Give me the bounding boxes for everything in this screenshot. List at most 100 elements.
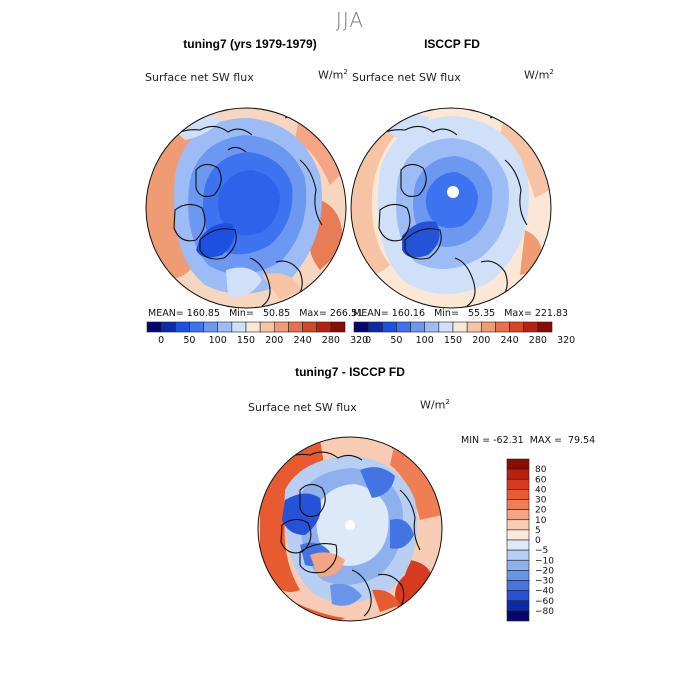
colorbar-model-swatch (330, 321, 346, 333)
colorbar-diff-swatch (506, 519, 530, 531)
colorbar-obs-swatch (353, 321, 369, 333)
map-field-model (146, 108, 346, 308)
colorbar-model-swatch (203, 321, 219, 333)
panel-title-obs: ISCCP FD (424, 37, 480, 51)
colorbar-obs-swatch (438, 321, 454, 333)
variable-label-model: Surface net SW flux (145, 71, 254, 84)
colorbar-diff-swatch (506, 570, 530, 581)
colorbar-model-tick-label: 50 (183, 335, 195, 346)
panel-title-model: tuning7 (yrs 1979-1979) (183, 37, 317, 51)
colorbar-diff-swatch (506, 478, 530, 490)
map-field-diff (258, 437, 442, 621)
colorbar-model-tick-label: 280 (322, 335, 340, 346)
colorbar-model-swatch (259, 321, 275, 333)
colorbar-obs-tick-label: 200 (472, 335, 490, 346)
colorbar-diff-tick-label: −20 (535, 566, 554, 576)
colorbar-diff-tick-label: 0 (535, 536, 541, 546)
colorbar-model-tick-label: 0 (158, 335, 164, 346)
colorbar-model-swatch (217, 321, 233, 333)
colorbar-diff-swatch (506, 559, 530, 571)
pole-missing-data-obs (447, 186, 459, 198)
main-title: JJA (335, 8, 365, 32)
colorbar-diff-swatch (506, 529, 530, 541)
colorbar-obs-swatch (410, 321, 426, 333)
colorbar-model-tick-label: 150 (237, 335, 255, 346)
colorbar-model-swatch (231, 321, 247, 333)
colorbar-obs-swatch (381, 321, 397, 333)
colorbar-obs-tick-label: 320 (557, 335, 575, 346)
colorbar-diff-swatch (506, 499, 530, 510)
colorbar-diff-tick-label: 60 (535, 475, 547, 485)
colorbar-diff-swatch (506, 468, 530, 480)
colorbar-obs-tick-label: 50 (390, 335, 402, 346)
colorbar-model-swatch (273, 321, 289, 333)
map-border-obs (350, 107, 552, 309)
panel-title-diff: tuning7 - ISCCP FD (295, 365, 405, 379)
colorbar-model-swatch (316, 321, 332, 333)
colorbar-diff-tick-label: 40 (535, 485, 547, 495)
colorbar-diff-tick-label: −80 (535, 607, 554, 617)
colorbar-obs-swatch (495, 321, 510, 333)
colorbar-diff-swatch (506, 549, 530, 561)
map-border-model (145, 107, 347, 309)
stats-model: MEAN= 160.85 Min= 50.85 Max= 266.51 (148, 308, 364, 319)
stats-diff: MIN = -62.31 MAX = 79.54 (461, 435, 596, 446)
colorbar-obs-swatch (523, 321, 539, 333)
colorbar-diff-tick-label: −10 (535, 556, 554, 566)
colorbar-model-swatch (189, 321, 204, 333)
variable-label-diff: Surface net SW flux (248, 401, 357, 414)
colorbar-diff-tick-label: 10 (535, 516, 547, 526)
colorbar-model-tick-label: 320 (350, 335, 368, 346)
colorbar-model: 0 50 100 150 200 240 280 320 (146, 321, 368, 346)
colorbar-obs-tick-label: 0 (365, 335, 371, 346)
colorbar-model-swatch (160, 321, 176, 333)
colorbar-obs-swatch (537, 321, 553, 333)
colorbar-diff-swatch (506, 580, 530, 591)
colorbar-diff-tick-label: −5 (535, 546, 548, 556)
colorbar-diff-tick-label: 80 (535, 465, 547, 475)
stats-obs: MEAN= 160.16 Min= 55.35 Max= 221.83 (353, 308, 569, 319)
colorbar-diff-tick-label: 30 (535, 496, 547, 506)
colorbar-diff-tick-label: 5 (535, 526, 541, 536)
colorbar-obs-swatch (480, 321, 496, 333)
colorbar-diff-swatch (506, 458, 530, 470)
colorbar-diff-swatch (506, 539, 530, 551)
colorbar-diff-tick-label: −30 (535, 577, 554, 587)
colorbar-obs: 0 50 100 150 200 240 280 320 (353, 321, 575, 346)
colorbar-model-tick-label: 100 (209, 335, 227, 346)
polar-map-model (145, 107, 347, 309)
colorbar-obs-swatch (424, 321, 440, 333)
colorbar-diff-swatch (506, 509, 530, 521)
colorbar-diff-swatch (506, 610, 530, 622)
colorbar-obs-swatch (367, 321, 383, 333)
polar-map-diff (257, 436, 443, 622)
colorbar-obs-swatch (396, 321, 411, 333)
map-border-diff (257, 436, 443, 622)
colorbar-obs-tick-label: 100 (416, 335, 434, 346)
colorbar-model-swatch (146, 321, 162, 333)
colorbar-obs-swatch (452, 321, 468, 333)
colorbar-obs-tick-label: 280 (529, 335, 547, 346)
colorbar-diff-tick-label: −40 (535, 587, 554, 597)
colorbar-diff-tick-label: −60 (535, 597, 554, 607)
colorbar-obs-swatch (509, 321, 525, 333)
colorbar-obs-tick-label: 240 (501, 335, 519, 346)
colorbar-model-tick-label: 240 (294, 335, 312, 346)
colorbar-model-swatch (288, 321, 303, 333)
colorbar-diff-swatch (506, 590, 530, 602)
colorbar-obs-swatch (466, 321, 482, 333)
colorbar-model-swatch (302, 321, 318, 333)
colorbar-model-tick-label: 200 (265, 335, 283, 346)
units-label-obs: W/m2 (524, 68, 554, 82)
colorbar-diff-swatch (506, 600, 530, 612)
variable-label-obs: Surface net SW flux (352, 71, 461, 84)
units-label-model: W/m2 (318, 68, 348, 82)
polar-map-obs (350, 107, 552, 309)
colorbar-diff-tick-label: 20 (535, 506, 547, 516)
units-label-diff: W/m2 (420, 398, 450, 412)
map-field-obs (351, 108, 551, 308)
colorbar-obs-tick-label: 150 (444, 335, 462, 346)
colorbar-model-swatch (245, 321, 261, 333)
